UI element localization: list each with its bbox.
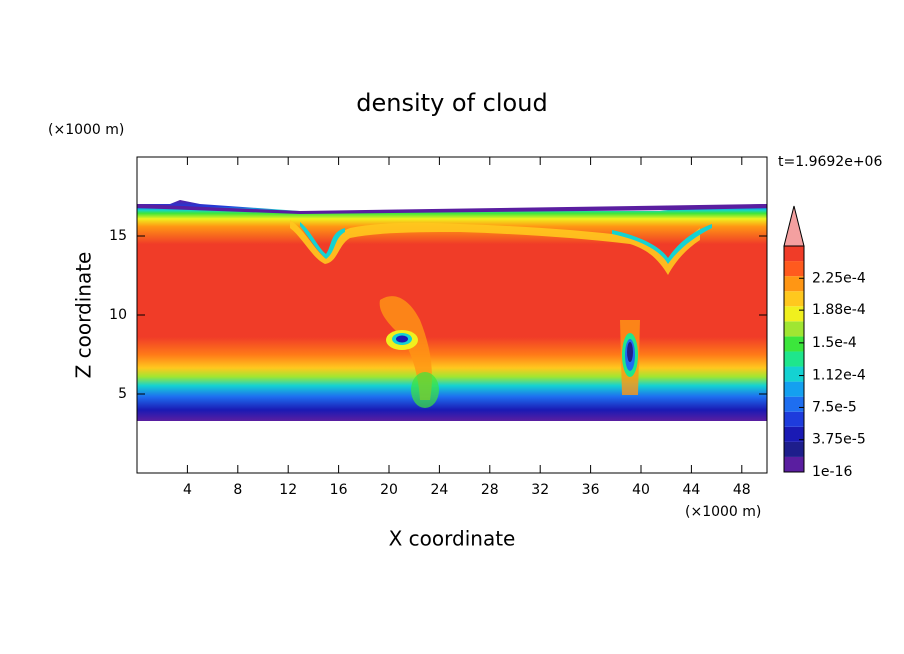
colorbar-band <box>784 321 804 337</box>
colorbar-tick-label: 1.5e-4 <box>812 335 857 351</box>
colorbar-extend <box>783 205 805 247</box>
colorbar-tick-label: 1.12e-4 <box>812 368 866 384</box>
colorbar-tick-label: 1.88e-4 <box>812 302 866 318</box>
colorbar-band <box>784 441 804 457</box>
colorbar-band <box>784 246 804 262</box>
x-tick-label: 48 <box>733 482 751 498</box>
chart-title: density of cloud <box>356 89 547 117</box>
colorbar-band <box>784 306 804 322</box>
colorbar-band <box>784 366 804 382</box>
colorbar-band <box>784 396 804 412</box>
colorbar-band <box>784 261 804 277</box>
x-tick-label: 32 <box>531 482 549 498</box>
colorbar-tick-label: 2.25e-4 <box>812 270 866 286</box>
colorbar-band <box>784 426 804 442</box>
colorbar-tick-label: 7.5e-5 <box>812 399 857 415</box>
y-unit: (×1000 m) <box>48 122 124 138</box>
x-tick-label: 28 <box>481 482 499 498</box>
colorbar-tick-label: 1e-16 <box>812 464 852 480</box>
colorbar-frame <box>783 245 805 473</box>
y-axis-label: Z coordinate <box>72 252 96 379</box>
x-unit: (×1000 m) <box>685 504 761 520</box>
x-tick-label: 8 <box>233 482 242 498</box>
x-tick-label: 4 <box>183 482 192 498</box>
x-axis-label: X coordinate <box>389 527 516 551</box>
y-tick-label: 15 <box>109 228 127 244</box>
x-tick-label: 12 <box>279 482 297 498</box>
colorbar-band <box>784 456 804 472</box>
x-tick-label: 40 <box>632 482 650 498</box>
x-tick-label: 44 <box>682 482 700 498</box>
colorbar-band <box>784 411 804 427</box>
y-tick-label: 5 <box>118 386 127 402</box>
colorbar-tick-label: 3.75e-5 <box>812 432 866 448</box>
x-tick-label: 24 <box>430 482 448 498</box>
x-tick-label: 36 <box>582 482 600 498</box>
x-tick-label: 16 <box>330 482 348 498</box>
colorbar-band <box>784 291 804 307</box>
colorbar-band <box>784 276 804 292</box>
time-label: t=1.9692e+06 <box>778 154 882 170</box>
colorbar-band <box>784 381 804 397</box>
colorbar-band <box>784 351 804 367</box>
contour-field <box>137 200 767 421</box>
colorbar-band <box>784 336 804 352</box>
x-tick-label: 20 <box>380 482 398 498</box>
y-tick-label: 10 <box>109 307 127 323</box>
